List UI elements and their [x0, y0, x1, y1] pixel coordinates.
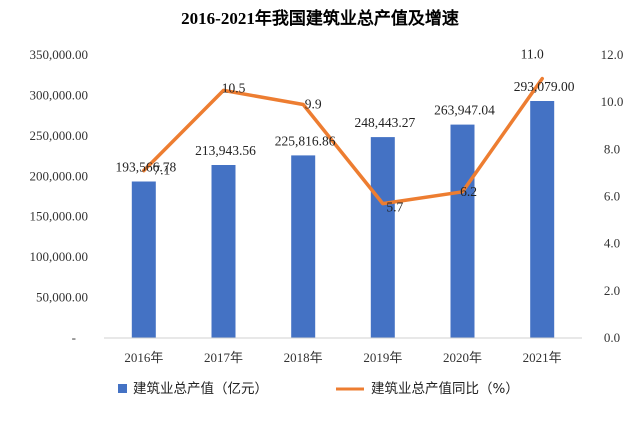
y-left-tick-label: 300,000.00 [30, 87, 89, 102]
x-tick-label: 2016年 [124, 350, 163, 365]
bar-value-label: 213,943.56 [195, 143, 256, 158]
axis-layer: - 50,000.00 100,000.00 150,000.00 200,000.00… [30, 47, 624, 365]
line-value-label: 9.9 [305, 97, 322, 112]
bar-1 [211, 165, 236, 338]
x-tick-label: 2018年 [284, 350, 323, 365]
bar-0 [131, 181, 156, 338]
legend: 建筑业总产值（亿元） 建筑业总产值同比（%） [118, 381, 519, 397]
y-left-tick-label: 250,000.00 [30, 128, 89, 143]
bar-value-label: 225,816.86 [275, 133, 336, 148]
legend-label-bar: 建筑业总产值（亿元） [133, 381, 268, 397]
y-right-tick-label: 10.0 [601, 94, 624, 109]
line-value-label: 11.0 [521, 47, 544, 62]
y-right-tick-label: 0.0 [604, 330, 620, 345]
y-right-tick-label: 6.0 [604, 189, 620, 204]
bar-value-label: 193,566.78 [115, 159, 176, 174]
bar-3 [370, 137, 395, 338]
growth-line [142, 76, 544, 206]
labels-layer: 193,566.78 213,943.56 225,816.86 248,443.27… [115, 47, 574, 215]
x-tick-label: 2019年 [363, 350, 402, 365]
bar-4 [450, 124, 475, 338]
bar-value-label: 263,947.04 [434, 103, 495, 118]
x-tick-label: 2021年 [523, 350, 562, 365]
y-right-tick-label: 8.0 [604, 141, 620, 156]
y-left-tick-label: 200,000.00 [30, 168, 89, 183]
bar-5 [530, 101, 555, 338]
y-right-tick-label: 2.0 [604, 283, 620, 298]
chart-title: 2016-2021年我国建筑业总产值及增速 [181, 9, 459, 28]
legend-swatch-bar [118, 384, 127, 393]
y-left-tick-label: 100,000.00 [30, 249, 89, 264]
bars-layer [131, 101, 555, 338]
line-layer [142, 76, 544, 206]
y-right-tick-label: 4.0 [604, 236, 620, 251]
bar-2 [291, 155, 316, 338]
y-left-tick-label: 150,000.00 [30, 209, 89, 224]
line-value-label: 10.5 [222, 80, 246, 95]
bar-value-label: 293,079.00 [514, 79, 575, 94]
x-tick-label: 2017年 [204, 350, 243, 365]
y-left-tick-label: - [72, 330, 76, 345]
y-left-tick-label: 350,000.00 [30, 47, 89, 62]
line-value-label: 7.1 [153, 163, 170, 178]
line-value-label: 6.2 [460, 184, 477, 199]
bar-value-label: 248,443.27 [354, 115, 415, 130]
x-tick-label: 2020年 [443, 350, 482, 365]
line-value-label: 5.7 [386, 200, 403, 215]
y-left-tick-label: 50,000.00 [36, 290, 88, 305]
legend-label-line: 建筑业总产值同比（%） [371, 381, 519, 397]
y-right-tick-label: 12.0 [601, 47, 624, 62]
